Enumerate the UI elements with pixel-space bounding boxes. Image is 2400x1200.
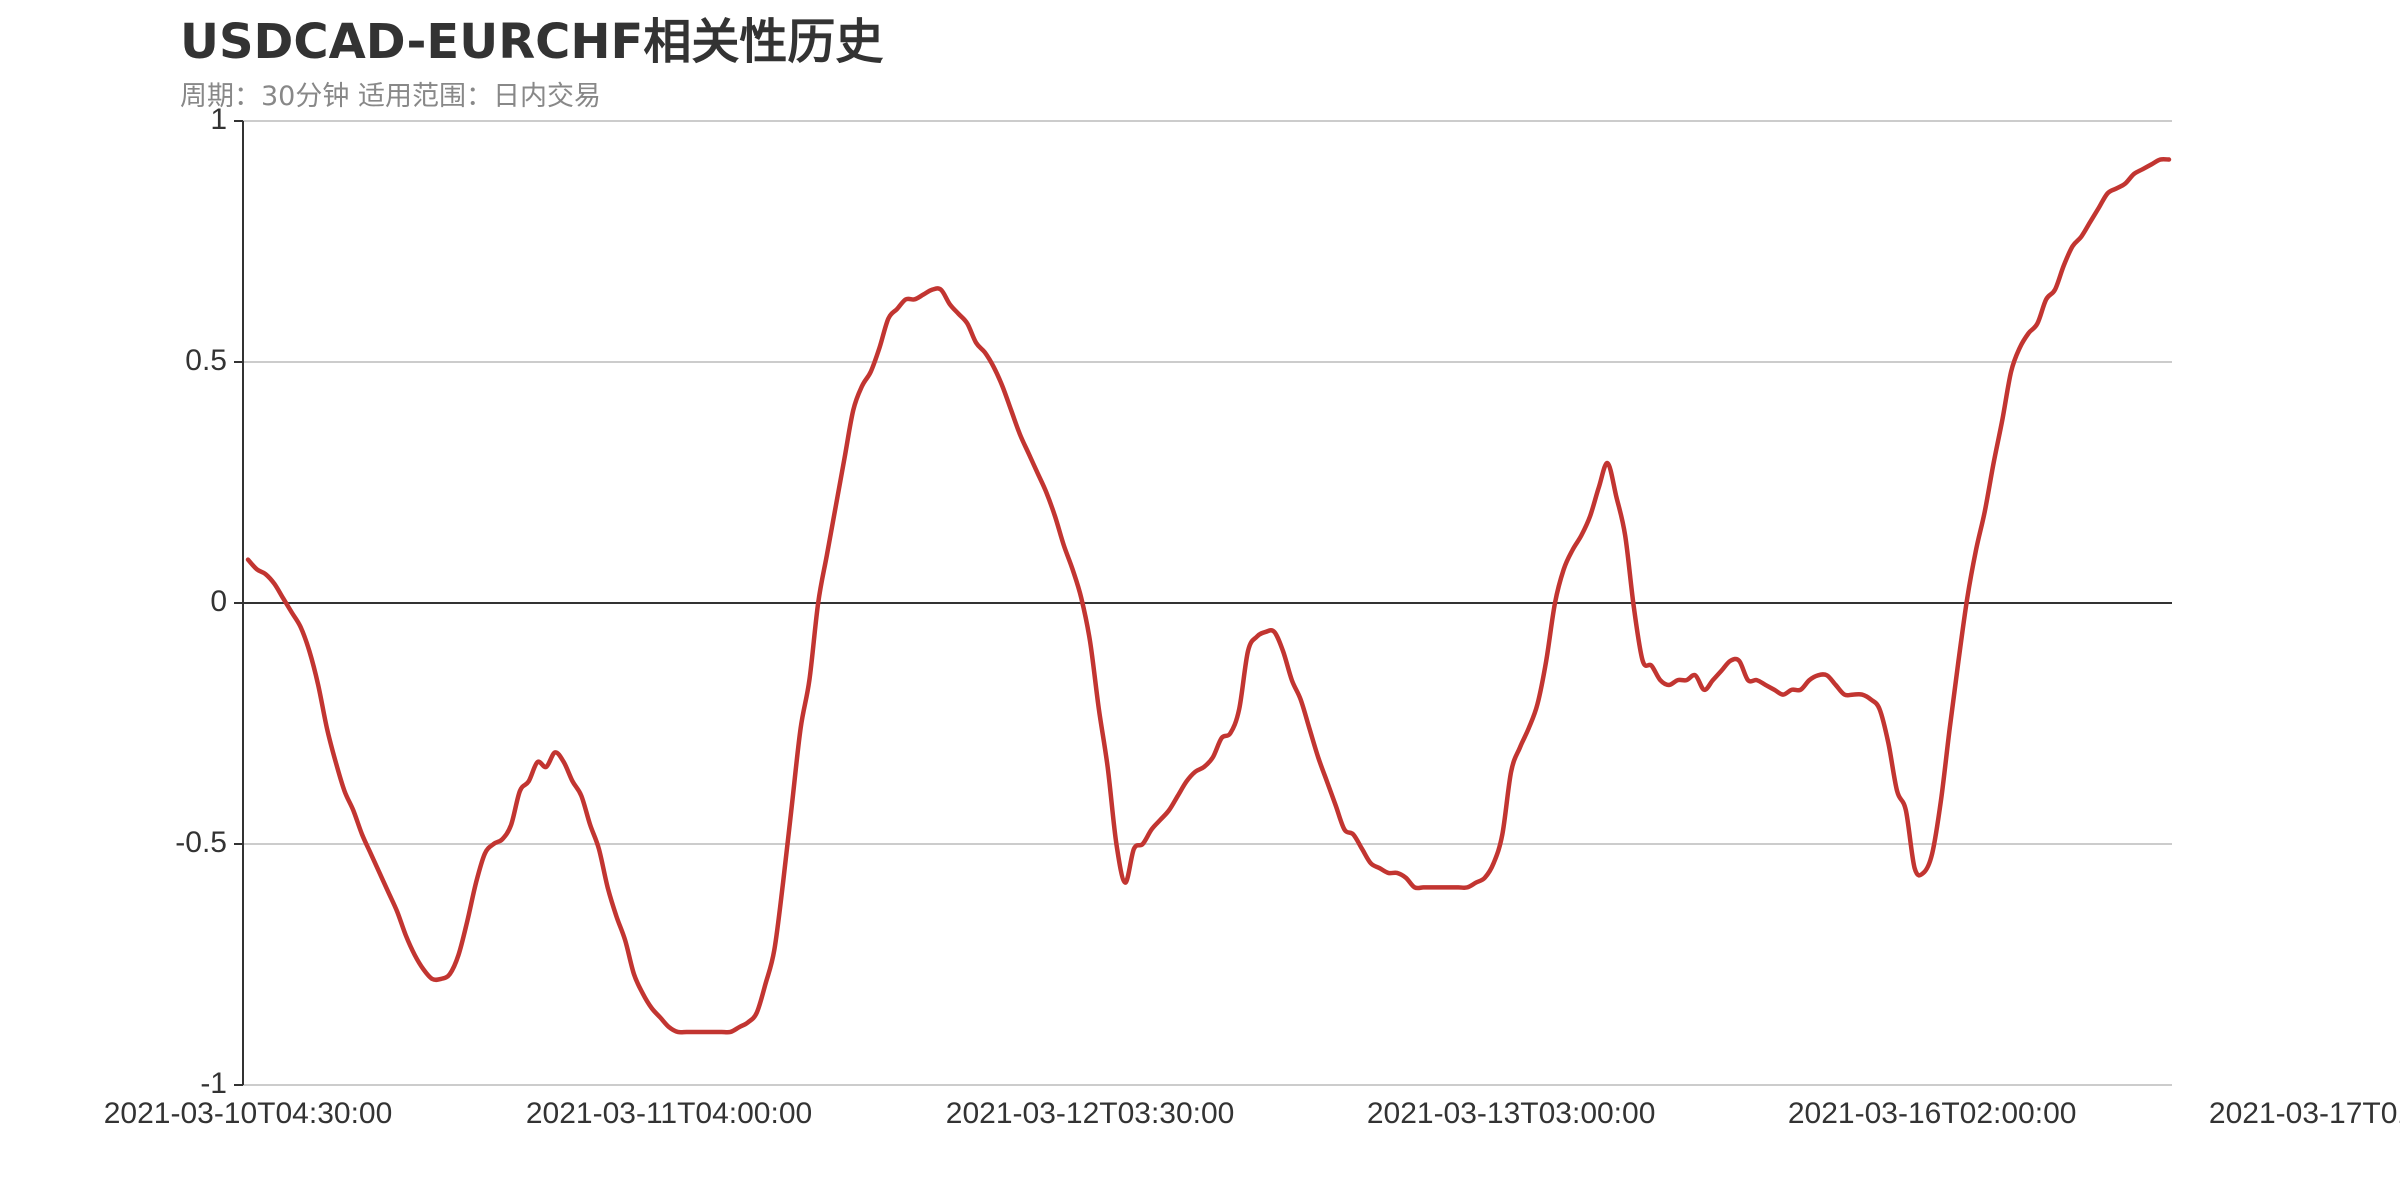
chart-subtitle: 周期：30分钟 适用范围：日内交易 [180,81,601,112]
x-tick-label: 2021-03-11T04:00:00 [526,1097,812,1130]
y-tick-label: -0.5 [175,826,227,859]
y-tick-label: 1 [210,103,227,136]
axes [234,120,244,1086]
y-tick-label: -1 [200,1067,227,1100]
y-tick-label: 0.5 [185,344,227,377]
x-tick-label: 2021-03-12T03:30:00 [946,1097,1235,1130]
series-layer [245,156,2172,1035]
x-tick-label: 2021-03-16T02:00:00 [1788,1097,2077,1130]
x-tick-label: 2021-03-13T03:00:00 [1367,1097,1656,1130]
chart-title: USDCAD-EURCHF相关性历史 [180,14,884,70]
x-tick-label: 2021-03-10T04:30:00 [104,1097,393,1130]
series-line [245,156,2172,1035]
grid-lines [243,120,2172,1086]
y-tick-label: 0 [210,585,227,618]
x-tick-label: 2021-03-17T01:30:00 [2209,1097,2400,1130]
